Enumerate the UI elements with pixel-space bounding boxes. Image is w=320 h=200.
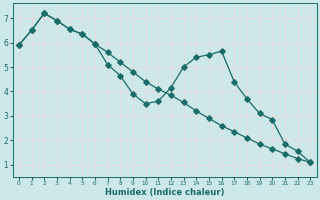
X-axis label: Humidex (Indice chaleur): Humidex (Indice chaleur) [105,188,224,197]
